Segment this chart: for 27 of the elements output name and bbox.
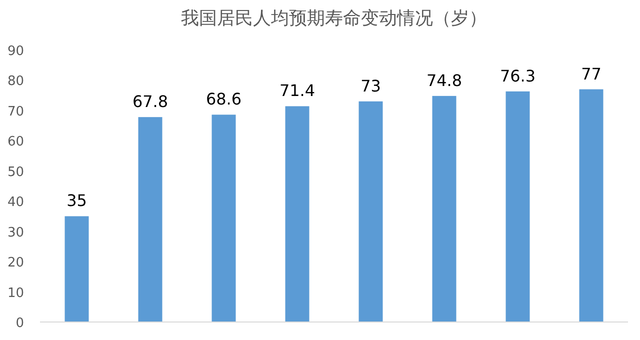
y-tick-label: 80 <box>7 74 24 90</box>
chart-title: 我国居民人均预期寿命变动情况（岁） <box>181 8 487 29</box>
y-tick-label: 70 <box>7 104 24 120</box>
bar <box>579 89 604 322</box>
y-tick-label: 40 <box>7 195 24 210</box>
bar <box>432 96 456 322</box>
bar <box>138 117 162 322</box>
data-label: 71.4 <box>279 81 316 100</box>
bar <box>212 114 236 322</box>
bar <box>506 91 530 322</box>
data-label: 74.8 <box>426 70 462 90</box>
data-label: 73 <box>360 76 381 96</box>
data-label: 35 <box>66 191 87 210</box>
y-tick-label: 90 <box>7 44 24 59</box>
y-tick-label: 20 <box>7 256 24 271</box>
data-label: 68.6 <box>206 90 242 109</box>
data-label: 67.8 <box>132 92 168 112</box>
y-tick-label: 30 <box>7 225 24 240</box>
y-tick-label: 10 <box>7 286 24 301</box>
y-tick-label: 0 <box>16 316 24 331</box>
data-label: 77 <box>581 64 602 84</box>
data-label: 76.3 <box>500 66 536 86</box>
y-tick-label: 50 <box>7 164 24 180</box>
bar <box>285 106 310 322</box>
y-tick-label: 60 <box>7 134 24 150</box>
bar <box>64 216 89 322</box>
bar <box>358 101 383 322</box>
